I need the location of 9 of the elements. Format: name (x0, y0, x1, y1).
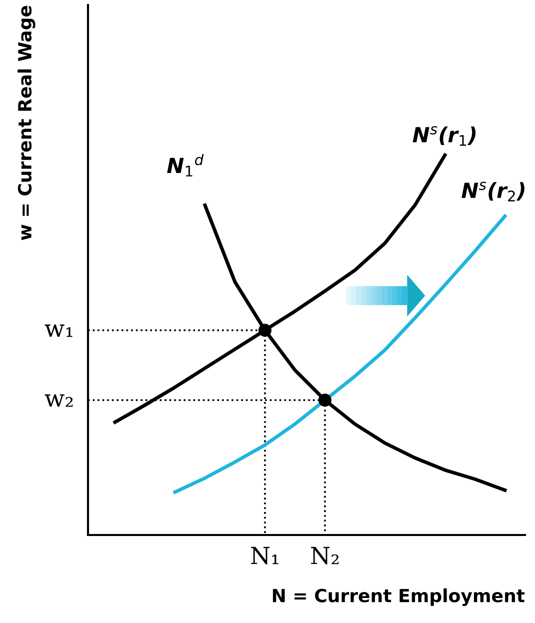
series-label: N$_{1}$$^{d}$ (167, 154, 204, 176)
series-label: N$^{s}$(r$_{1}$) (412, 126, 476, 146)
x-axis-title: N = Current Employment (272, 588, 525, 606)
ref-line-label: w₂ (44, 394, 73, 407)
series-label: N$^{s}$(r$_{2}$) (462, 182, 524, 202)
x-tick-label: N₂ (311, 546, 339, 564)
x-tick-label: N₁ (251, 546, 278, 564)
ref-line-label: w₁ (44, 324, 72, 337)
y-axis-title: w = Current Real Wage (18, 6, 36, 240)
